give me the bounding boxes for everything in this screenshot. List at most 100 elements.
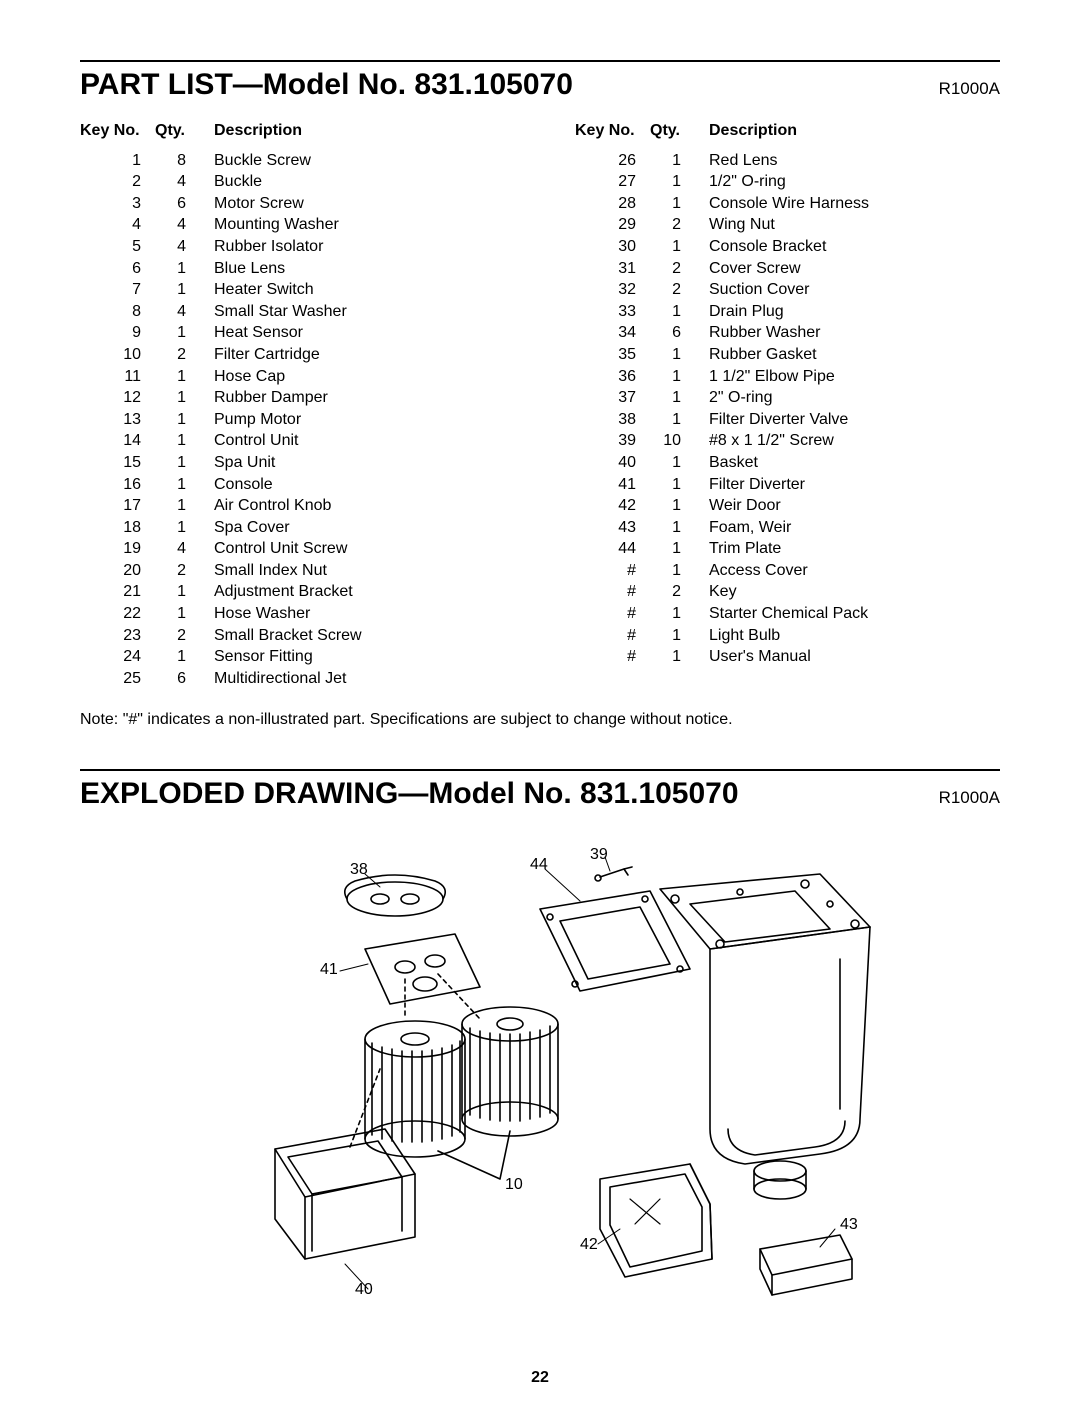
cell-qty: 1 <box>155 409 200 431</box>
cell-key: 3 <box>80 193 155 215</box>
table-row: 61Blue Lens <box>80 258 505 280</box>
cell-qty: 4 <box>155 236 200 258</box>
cell-desc: Spa Unit <box>200 452 505 474</box>
cell-desc: Small Bracket Screw <box>200 625 505 647</box>
cell-desc: Buckle Screw <box>200 150 505 172</box>
cell-desc: Wing Nut <box>695 214 1000 236</box>
cell-key: 6 <box>80 258 155 280</box>
header-qty: Qty. <box>155 120 200 142</box>
parts-columns: Key No. Qty. Description 18Buckle Screw2… <box>80 120 1000 689</box>
cell-desc: Console Bracket <box>695 236 1000 258</box>
table-header: Key No. Qty. Description <box>575 120 1000 142</box>
screw-icon <box>595 867 632 881</box>
cell-qty: 1 <box>650 193 695 215</box>
cell-qty: 1 <box>650 538 695 560</box>
parts-col-right: Key No. Qty. Description 261Red Lens2711… <box>575 120 1000 689</box>
table-row: 151Spa Unit <box>80 452 505 474</box>
cell-key: 20 <box>80 560 155 582</box>
table-row: 202Small Index Nut <box>80 560 505 582</box>
cell-key: 11 <box>80 366 155 388</box>
cell-key: 43 <box>575 517 650 539</box>
cell-desc: Hose Washer <box>200 603 505 625</box>
cell-qty: 4 <box>155 301 200 323</box>
table-row: 331Drain Plug <box>575 301 1000 323</box>
page-number: 22 <box>80 1369 1000 1387</box>
cell-qty: 1 <box>650 171 695 193</box>
cell-desc: 2" O-ring <box>695 387 1000 409</box>
table-row: 301Console Bracket <box>575 236 1000 258</box>
cell-key: 5 <box>80 236 155 258</box>
table-row: 181Spa Cover <box>80 517 505 539</box>
drawing-code: R1000A <box>939 788 1000 808</box>
cell-qty: 1 <box>155 581 200 603</box>
table-row: 171Air Control Knob <box>80 495 505 517</box>
label-41: 41 <box>320 961 338 978</box>
cell-qty: 1 <box>155 474 200 496</box>
cell-key: 26 <box>575 150 650 172</box>
cell-key: 41 <box>575 474 650 496</box>
cell-desc: Filter Diverter Valve <box>695 409 1000 431</box>
table-row: 312Cover Screw <box>575 258 1000 280</box>
table-row: #1User's Manual <box>575 646 1000 668</box>
cell-qty: 1 <box>650 409 695 431</box>
table-row: 241Sensor Fitting <box>80 646 505 668</box>
cell-qty: 1 <box>155 430 200 452</box>
cell-qty: 1 <box>650 474 695 496</box>
table-row: 281Console Wire Harness <box>575 193 1000 215</box>
drawing-labels: 38 44 39 41 10 40 42 43 <box>320 846 858 1298</box>
cell-desc: Rubber Washer <box>695 322 1000 344</box>
cell-qty: 2 <box>650 258 695 280</box>
diverter-valve-icon <box>345 875 445 916</box>
cell-desc: Starter Chemical Pack <box>695 603 1000 625</box>
cell-key: 9 <box>80 322 155 344</box>
cell-desc: Spa Cover <box>200 517 505 539</box>
cell-key: # <box>575 581 650 603</box>
table-row: 2711/2" O-ring <box>575 171 1000 193</box>
cell-qty: 4 <box>155 171 200 193</box>
skimmer-body-icon <box>660 874 870 1199</box>
cell-key: 10 <box>80 344 155 366</box>
cell-key: 30 <box>575 236 650 258</box>
cell-key: 7 <box>80 279 155 301</box>
cell-desc: 1 1/2" Elbow Pipe <box>695 366 1000 388</box>
cell-key: 21 <box>80 581 155 603</box>
filter-cartridge-right-icon <box>462 1007 558 1136</box>
table-row: 131Pump Motor <box>80 409 505 431</box>
cell-key: 27 <box>575 171 650 193</box>
cell-key: 8 <box>80 301 155 323</box>
table-row: 194Control Unit Screw <box>80 538 505 560</box>
drawing-title-row: EXPLODED DRAWING—Model No. 831.105070 R1… <box>80 777 1000 811</box>
table-row: #1Starter Chemical Pack <box>575 603 1000 625</box>
label-10: 10 <box>505 1176 523 1193</box>
table-row: 351Rubber Gasket <box>575 344 1000 366</box>
cell-key: 29 <box>575 214 650 236</box>
cell-qty: 6 <box>650 322 695 344</box>
cell-desc: Blue Lens <box>200 258 505 280</box>
cell-desc: Console Wire Harness <box>695 193 1000 215</box>
table-row: #1Light Bulb <box>575 625 1000 647</box>
table-row: 381Filter Diverter Valve <box>575 409 1000 431</box>
cell-qty: 2 <box>650 581 695 603</box>
cell-desc: Heater Switch <box>200 279 505 301</box>
cell-desc: Filter Cartridge <box>200 344 505 366</box>
table-row: 36Motor Screw <box>80 193 505 215</box>
table-row: 161Console <box>80 474 505 496</box>
cell-key: # <box>575 560 650 582</box>
cell-key: 19 <box>80 538 155 560</box>
section-divider <box>80 60 1000 62</box>
table-row: 18Buckle Screw <box>80 150 505 172</box>
cell-desc: Light Bulb <box>695 625 1000 647</box>
cell-qty: 1 <box>155 322 200 344</box>
label-43: 43 <box>840 1216 858 1233</box>
part-list-title: PART LIST—Model No. 831.105070 <box>80 68 573 102</box>
cell-qty: 1 <box>650 301 695 323</box>
cell-qty: 1 <box>155 279 200 301</box>
cell-qty: 2 <box>155 344 200 366</box>
cell-key: 12 <box>80 387 155 409</box>
cell-desc: Weir Door <box>695 495 1000 517</box>
table-row: 431Foam, Weir <box>575 517 1000 539</box>
cell-qty: 1 <box>155 452 200 474</box>
cell-desc: Suction Cover <box>695 279 1000 301</box>
cell-qty: 1 <box>650 150 695 172</box>
cell-desc: Control Unit <box>200 430 505 452</box>
